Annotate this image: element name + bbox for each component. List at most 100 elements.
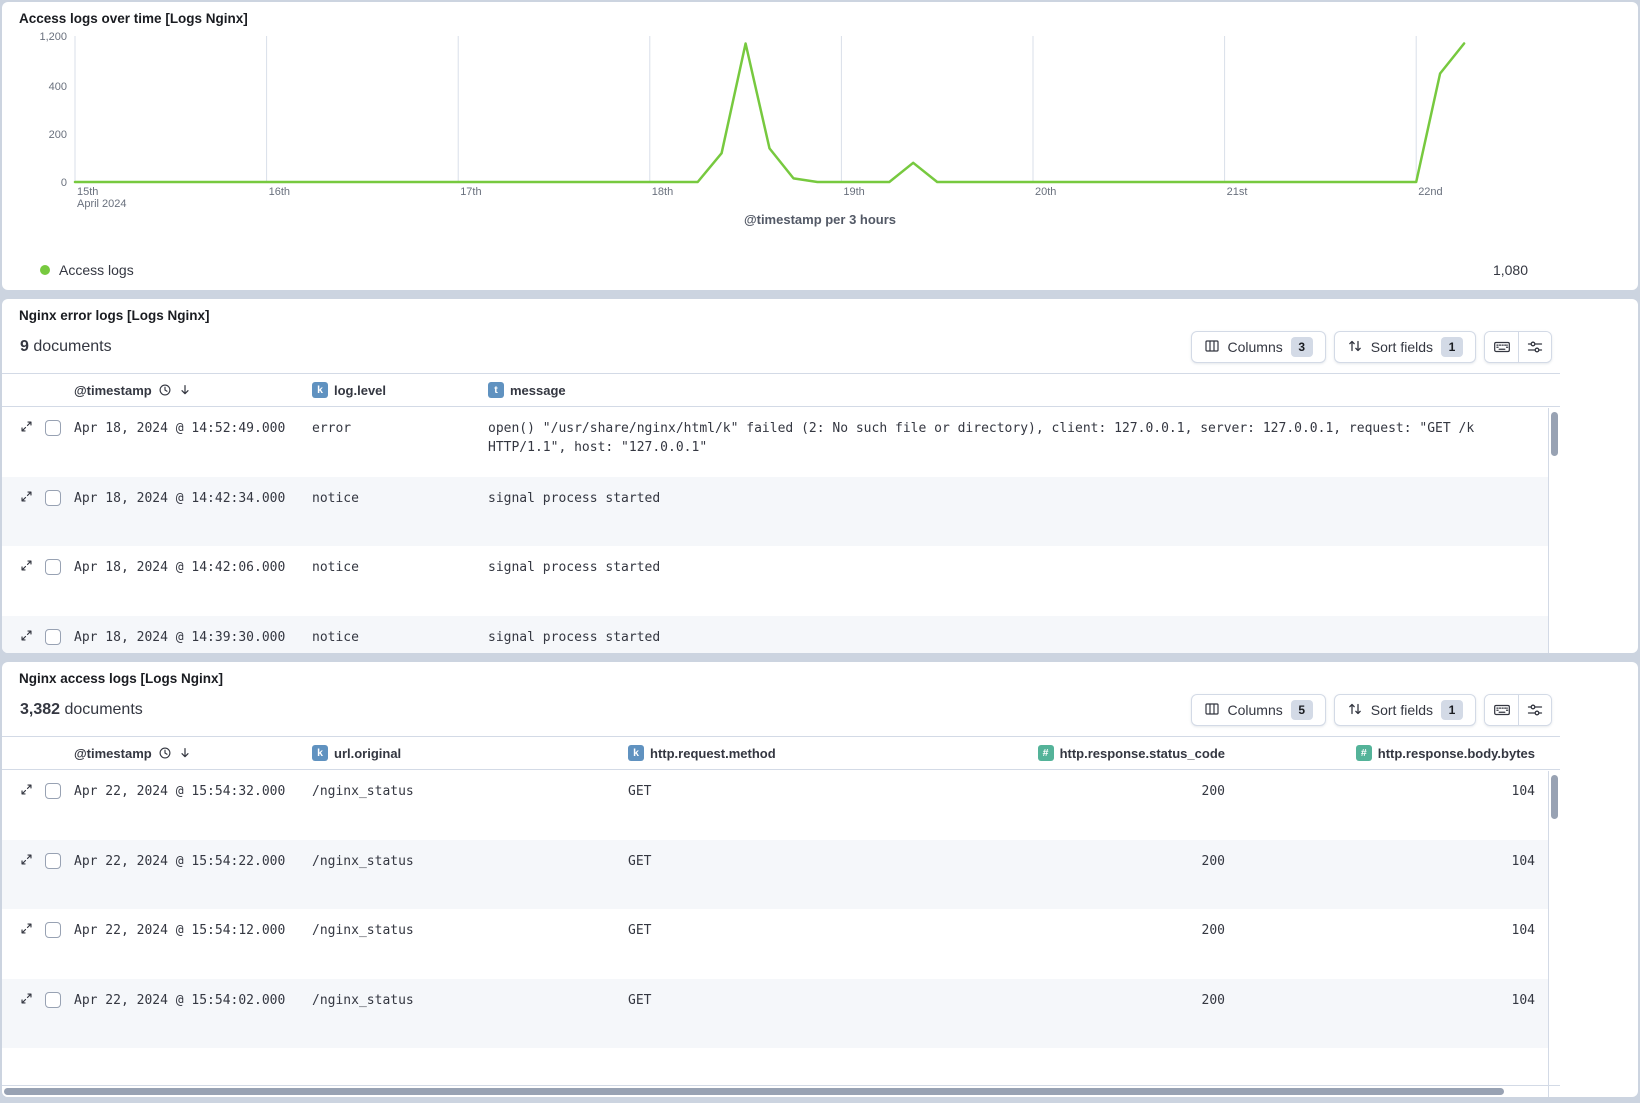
column-header-message[interactable]: t message [480,382,1560,398]
field-type-token-icon: t [488,382,504,398]
cell-status: 200 [1201,923,1225,938]
access-logs-table: @timestamp k url.original k http.request.met… [2,736,1560,1097]
document-count: 9 documents [20,338,112,356]
panel-nginx-access-logs: Nginx access logs [Logs Nginx] 3,382 doc… [2,662,1638,1097]
columns-icon [1204,701,1220,720]
columns-button-label: Columns [1227,702,1283,718]
row-checkbox[interactable] [45,991,61,1008]
expand-row-button[interactable] [20,559,33,572]
svg-text:19th: 19th [843,186,864,198]
row-checkbox[interactable] [45,420,61,436]
sort-count-badge: 1 [1441,337,1463,357]
expand-icon [21,490,32,502]
expand-icon [21,923,32,934]
expand-row-button[interactable] [20,992,33,1005]
row-checkbox[interactable] [45,559,61,575]
grid-body: Apr 22, 2024 @ 15:54:32.000/nginx_status… [2,770,1560,1048]
row-controls [2,477,66,506]
sort-fields-button[interactable]: Sort fields 1 [1333,331,1476,363]
row-controls [2,546,66,575]
column-header-timestamp[interactable]: @timestamp [66,383,304,398]
expand-row-button[interactable] [20,922,33,935]
cell-message: signal process started [488,629,661,645]
row-checkbox[interactable] [45,489,61,506]
sort-icon [1347,701,1363,720]
scrollbar-thumb[interactable] [1551,775,1558,819]
cell-status: 200 [1201,992,1225,1008]
cell-bytes: 104 [1511,992,1535,1008]
field-type-token-icon: # [1355,745,1372,761]
row-checkbox[interactable] [45,922,61,938]
columns-count-badge: 5 [1290,700,1313,720]
expand-row-button[interactable] [20,783,33,796]
columns-button[interactable]: Columns 5 [1190,694,1326,726]
horizontal-scrollbar[interactable] [2,1085,1548,1097]
columns-count-badge: 3 [1290,337,1313,357]
column-header-bytes[interactable]: # http.response.body.bytes [1233,745,1543,761]
display-options-button[interactable] [1518,695,1551,725]
clock-icon [159,384,171,396]
keyboard-shortcuts-button[interactable] [1485,332,1518,362]
grid-toolbar: Columns 3 Sort fields 1 [1190,331,1552,363]
document-count-label: documents [33,338,112,355]
sort-fields-button-label: Sort fields [1370,339,1433,355]
expand-row-button[interactable] [20,420,33,433]
column-header-timestamp[interactable]: @timestamp [66,746,304,761]
cell-url: /nginx_status [312,923,414,938]
column-label: http.response.body.bytes [1377,745,1535,761]
field-type-token-icon: k [312,382,328,398]
keyboard-shortcuts-button[interactable] [1485,695,1518,725]
sort-down-arrow-icon [181,385,189,395]
grid-header-row: @timestamp k url.original k http.request.met… [2,737,1560,770]
field-type-token-icon: k [312,745,328,761]
display-options-button[interactable] [1518,332,1551,362]
svg-text:20th: 20th [1035,186,1056,198]
expand-row-button[interactable] [20,629,33,642]
row-checkbox[interactable] [45,628,61,645]
column-label: http.response.status_code [1059,745,1225,761]
column-label: message [510,382,566,398]
row-controls [2,616,66,645]
column-label: @timestamp [74,745,152,761]
grid-toolbar: Columns 5 Sort fields 1 [1190,694,1552,726]
cell-level: error [312,421,352,436]
scrollbar-corner [1548,1085,1560,1097]
row-controls [2,979,66,1008]
sort-icon [1347,338,1363,357]
sort-fields-button[interactable]: Sort fields 1 [1333,694,1476,726]
scrollbar-thumb[interactable] [1551,412,1558,456]
cell-message: signal process started [488,490,661,506]
cell-timestamp: Apr 22, 2024 @ 15:54:12.000 [74,923,286,938]
cell-bytes: 104 [1511,853,1535,869]
cell-timestamp: Apr 22, 2024 @ 15:54:22.000 [74,853,286,869]
legend-series-label[interactable]: Access logs [59,262,134,278]
vertical-scrollbar[interactable] [1548,408,1560,653]
column-header-url[interactable]: k url.original [304,745,620,761]
cell-timestamp: Apr 18, 2024 @ 14:42:34.000 [74,490,286,506]
row-checkbox[interactable] [45,783,61,799]
column-header-level[interactable]: k log.level [304,382,480,398]
row-controls [2,909,66,938]
cell-status: 200 [1201,853,1225,869]
cell-timestamp: Apr 18, 2024 @ 14:42:06.000 [74,560,286,575]
row-checkbox[interactable] [45,852,61,869]
table-row: Apr 18, 2024 @ 14:52:49.000 error open() "… [2,407,1560,477]
column-header-status[interactable]: # http.response.status_code [1037,745,1233,761]
sort-fields-button-label: Sort fields [1370,702,1433,718]
cell-method: GET [628,923,652,938]
svg-text:22nd: 22nd [1418,186,1442,198]
document-count: 3,382 documents [20,701,143,719]
svg-text:April 2024: April 2024 [77,198,127,210]
cell-level: notice [312,490,359,506]
svg-text:18th: 18th [652,186,673,198]
row-controls [2,770,66,799]
expand-icon [21,784,32,795]
clock-icon [159,747,171,759]
expand-row-button[interactable] [20,490,33,503]
expand-row-button[interactable] [20,853,33,866]
expand-icon [21,629,32,641]
columns-button[interactable]: Columns 3 [1190,331,1326,363]
scrollbar-thumb[interactable] [4,1088,1504,1095]
column-header-method[interactable]: k http.request.method [620,745,1038,761]
vertical-scrollbar[interactable] [1548,771,1560,1085]
